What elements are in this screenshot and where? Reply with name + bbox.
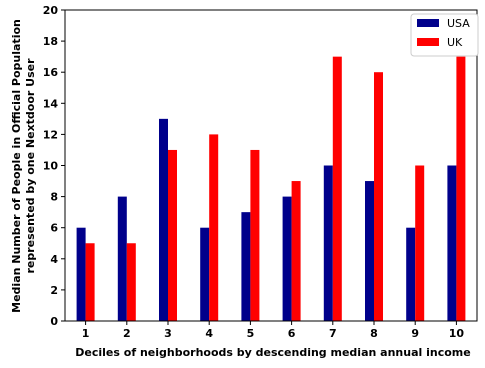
legend-label-uk: UK	[447, 36, 463, 49]
bar-uk-2	[126, 243, 136, 321]
bar-uk-6	[291, 181, 301, 321]
x-tick-label-10: 10	[449, 327, 465, 340]
x-tick-label-7: 7	[329, 327, 337, 340]
y-tick-label-0: 0	[50, 315, 58, 328]
legend: USA UK	[410, 13, 479, 57]
y-tick-label-14: 14	[43, 97, 59, 110]
x-tick-label-8: 8	[370, 327, 378, 340]
x-tick-label-4: 4	[205, 327, 213, 340]
bar-uk-9	[415, 165, 425, 321]
bar-usa-3	[159, 118, 168, 321]
y-tick-label-8: 8	[50, 191, 58, 204]
bar-uk-3	[168, 149, 177, 321]
y-tick-label-20: 20	[43, 4, 59, 17]
bar-usa-9	[406, 227, 416, 321]
x-tick-label-5: 5	[247, 327, 255, 340]
y-tick-label-16: 16	[43, 66, 59, 79]
x-axis-label: Deciles of neighborhoods by descending m…	[75, 346, 470, 359]
bar-usa-4	[200, 227, 210, 321]
x-tick-label-3: 3	[164, 327, 172, 340]
y-tick-label-6: 6	[50, 222, 58, 235]
y-axis-label: Median Number of People in Official Popu…	[10, 19, 37, 313]
bar-uk-1	[85, 243, 95, 321]
legend-label-usa: USA	[447, 17, 470, 30]
y-tick-label-10: 10	[43, 160, 59, 173]
bar-uk-7	[332, 56, 342, 322]
bar-uk-4	[209, 134, 219, 321]
bar-uk-10	[456, 56, 466, 322]
bar-usa-6	[282, 196, 292, 321]
plot-area	[76, 56, 466, 322]
bar-usa-5	[241, 212, 251, 321]
bar-usa-8	[365, 181, 374, 321]
bar-usa-1	[76, 227, 86, 321]
y-axis-label-line-1: Median Number of People in Official Popu…	[10, 19, 23, 313]
y-tick-label-12: 12	[43, 128, 58, 141]
x-tick-label-1: 1	[82, 327, 90, 340]
y-axis-label-line-2: represented by one Nextdoor User	[24, 58, 37, 274]
bar-uk-8	[374, 72, 383, 321]
legend-swatch-usa	[417, 19, 439, 27]
x-tick-label-6: 6	[288, 327, 296, 340]
y-tick-label-18: 18	[43, 35, 58, 48]
bar-uk-5	[250, 149, 260, 321]
x-tick-label-9: 9	[411, 327, 419, 340]
x-tick-label-2: 2	[123, 327, 131, 340]
bar-usa-10	[447, 165, 457, 321]
y-tick-label-4: 4	[50, 253, 58, 266]
y-tick-label-2: 2	[50, 284, 58, 297]
legend-swatch-uk	[417, 38, 439, 46]
bar-usa-7	[323, 165, 333, 321]
bar-usa-2	[117, 196, 127, 321]
